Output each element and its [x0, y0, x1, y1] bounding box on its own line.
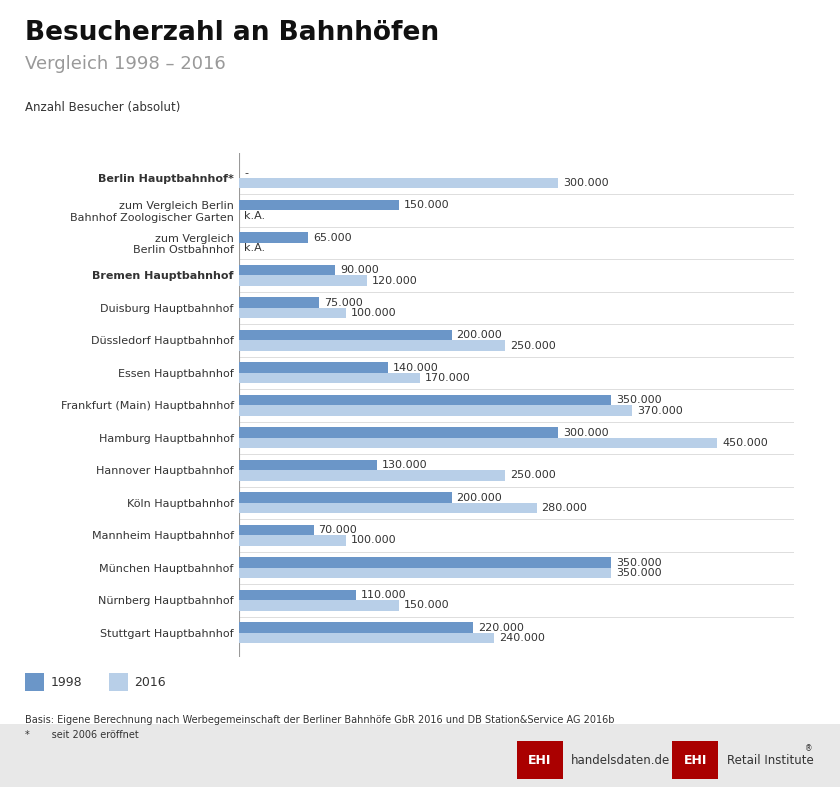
- Text: Retail Institute: Retail Institute: [727, 754, 813, 767]
- Bar: [239, 200, 399, 210]
- Bar: [239, 178, 558, 188]
- Text: ®: ®: [805, 744, 812, 753]
- Bar: [239, 395, 612, 405]
- Text: 350.000: 350.000: [616, 395, 662, 405]
- Text: 280.000: 280.000: [542, 503, 587, 513]
- Text: *       seit 2006 eröffnet: * seit 2006 eröffnet: [25, 730, 139, 740]
- Text: 200.000: 200.000: [457, 330, 502, 340]
- Bar: [239, 471, 505, 481]
- Text: 150.000: 150.000: [403, 600, 449, 611]
- Text: -: -: [244, 168, 248, 178]
- Bar: [239, 567, 612, 578]
- Bar: [239, 373, 420, 383]
- Text: EHI: EHI: [684, 754, 706, 767]
- Text: 240.000: 240.000: [499, 633, 545, 643]
- Bar: [239, 308, 345, 318]
- Text: 350.000: 350.000: [616, 568, 662, 578]
- Bar: [239, 525, 314, 535]
- Bar: [239, 590, 356, 600]
- Text: 150.000: 150.000: [403, 200, 449, 210]
- Text: 130.000: 130.000: [382, 460, 428, 470]
- Text: 250.000: 250.000: [510, 471, 555, 481]
- Bar: [239, 633, 494, 643]
- Bar: [239, 557, 612, 567]
- Text: 65.000: 65.000: [313, 233, 352, 242]
- Text: 370.000: 370.000: [638, 405, 683, 416]
- Text: 200.000: 200.000: [457, 493, 502, 503]
- Bar: [239, 438, 717, 449]
- Text: 1998: 1998: [50, 676, 82, 689]
- Text: 75.000: 75.000: [324, 297, 363, 308]
- Bar: [239, 275, 367, 286]
- Text: 90.000: 90.000: [339, 265, 379, 275]
- Bar: [239, 623, 473, 633]
- Text: 170.000: 170.000: [425, 373, 470, 383]
- Text: 2016: 2016: [134, 676, 166, 689]
- Text: k.A.: k.A.: [244, 211, 265, 220]
- Text: 220.000: 220.000: [478, 623, 523, 633]
- Bar: [239, 297, 319, 308]
- Text: Besucherzahl an Bahnhöfen: Besucherzahl an Bahnhöfen: [25, 20, 439, 46]
- Text: 300.000: 300.000: [563, 178, 608, 188]
- Text: handelsdaten.de: handelsdaten.de: [571, 754, 670, 767]
- Bar: [239, 330, 452, 340]
- Bar: [239, 493, 452, 503]
- Bar: [239, 427, 558, 438]
- Bar: [239, 362, 388, 373]
- Text: EHI: EHI: [528, 754, 551, 767]
- Text: Vergleich 1998 – 2016: Vergleich 1998 – 2016: [25, 55, 226, 73]
- Text: 120.000: 120.000: [371, 275, 417, 286]
- Text: 250.000: 250.000: [510, 341, 555, 350]
- Text: 140.000: 140.000: [393, 363, 438, 372]
- Bar: [239, 460, 377, 471]
- Text: 450.000: 450.000: [722, 438, 768, 448]
- Text: Anzahl Besucher (absolut): Anzahl Besucher (absolut): [25, 101, 181, 114]
- Bar: [239, 600, 399, 611]
- Text: 300.000: 300.000: [563, 427, 608, 438]
- Text: 70.000: 70.000: [318, 525, 357, 535]
- Text: 110.000: 110.000: [361, 590, 407, 600]
- Text: 100.000: 100.000: [350, 308, 396, 318]
- Bar: [239, 232, 308, 243]
- Text: 350.000: 350.000: [616, 557, 662, 567]
- Bar: [239, 405, 633, 416]
- Bar: [239, 265, 335, 275]
- Bar: [239, 503, 537, 513]
- Bar: [239, 535, 345, 545]
- Bar: [239, 340, 505, 351]
- Text: k.A.: k.A.: [244, 243, 265, 253]
- Text: Basis: Eigene Berechnung nach Werbegemeinschaft der Berliner Bahnhöfe GbR 2016 u: Basis: Eigene Berechnung nach Werbegemei…: [25, 715, 615, 725]
- Text: 100.000: 100.000: [350, 535, 396, 545]
